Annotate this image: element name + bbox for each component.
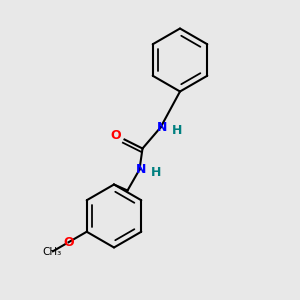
Text: CH₃: CH₃ [42,247,61,257]
Text: H: H [151,166,161,179]
Text: N: N [136,163,146,176]
Text: H: H [172,124,182,137]
Text: N: N [157,121,167,134]
Text: O: O [111,129,122,142]
Text: O: O [63,236,74,249]
